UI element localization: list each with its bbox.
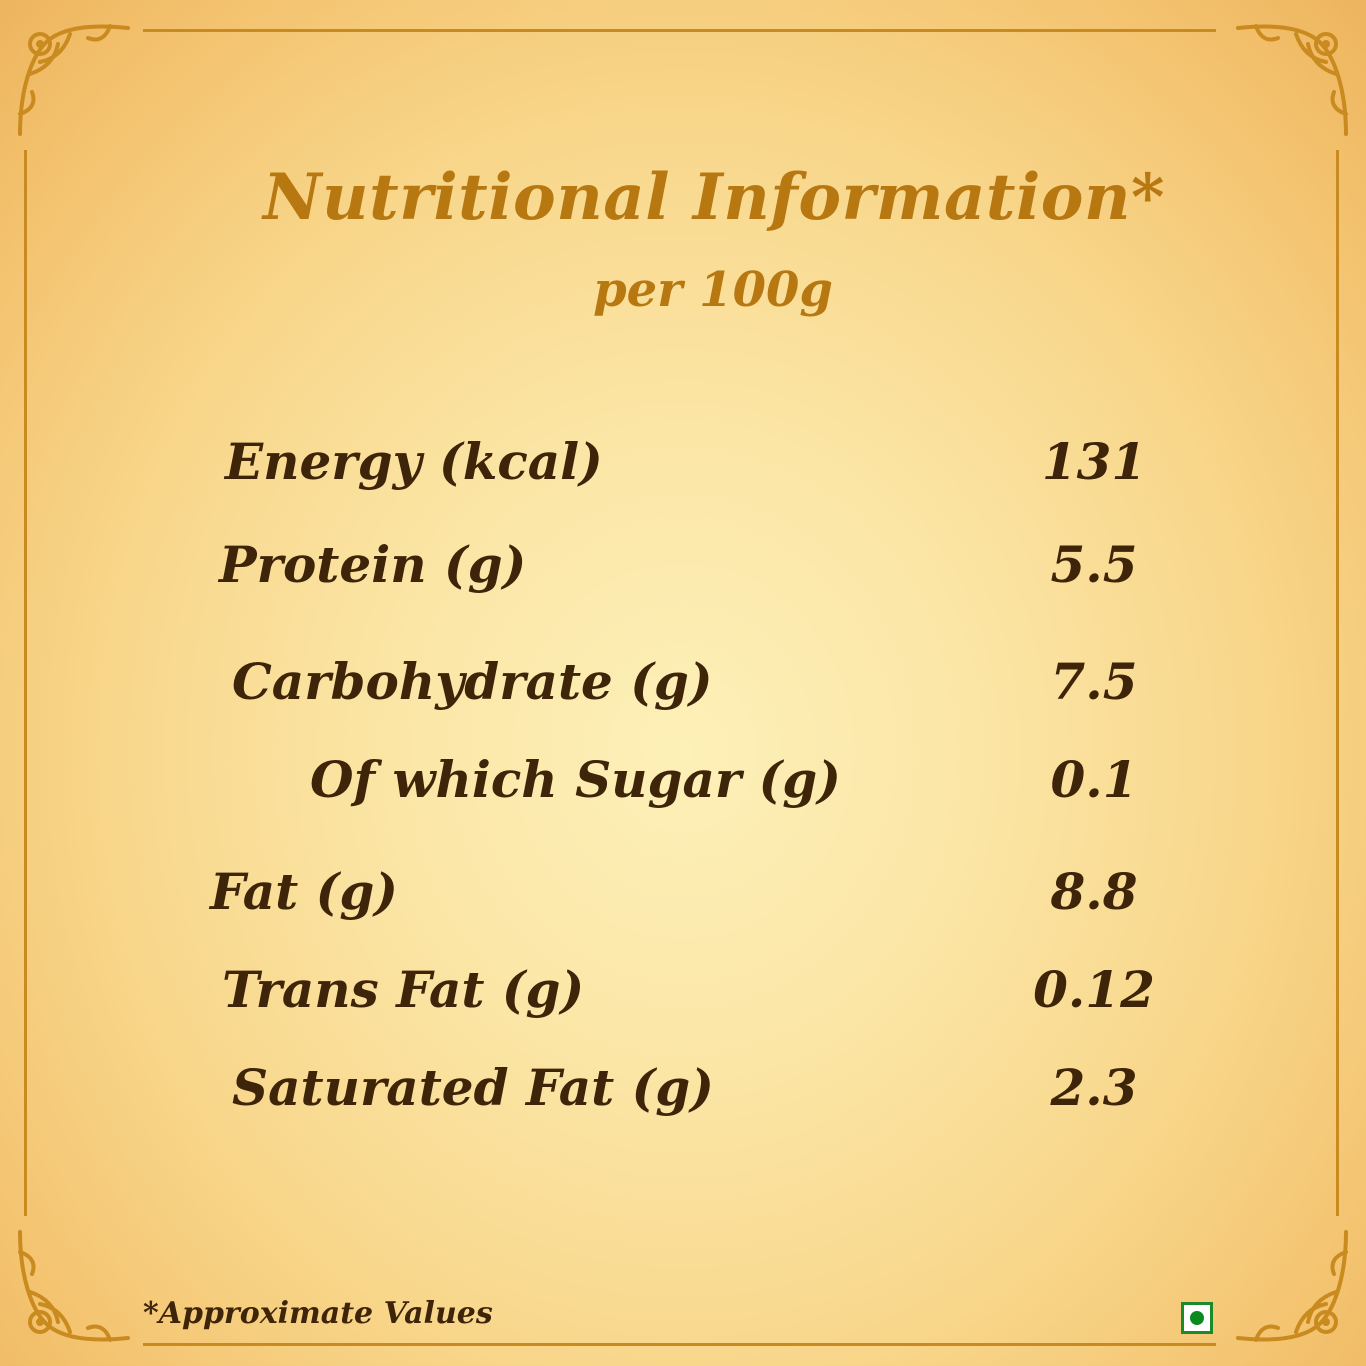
nutrient-row-energy: Energy (kcal) 131 [0,432,1366,502]
ornate-corner-icon [18,24,130,136]
page-subtitle: per 100g [593,262,833,318]
nutrient-value: 7.5 [1050,652,1138,711]
nutrient-value: 0.1 [1050,750,1138,809]
frame-right-line [1336,150,1339,1216]
ornate-corner-icon [1236,24,1348,136]
nutrient-value: 131 [1041,432,1147,491]
frame-top-line [143,29,1216,32]
nutrient-row-fat: Fat (g) 8.8 [0,862,1366,932]
nutrient-row-trans-fat: Trans Fat (g) 0.12 [0,960,1366,1030]
nutrient-label: Energy (kcal) [225,432,603,491]
nutrient-row-saturated-fat: Saturated Fat (g) 2.3 [0,1058,1366,1128]
ornate-corner-icon [18,1230,130,1342]
nutrient-label: Of which Sugar (g) [310,750,841,809]
nutrient-label: Fat (g) [210,862,398,921]
nutrient-label: Carbohydrate (g) [232,652,713,711]
nutrient-value: 5.5 [1050,535,1138,594]
footnote: *Approximate Values [143,1296,493,1331]
nutrient-label: Saturated Fat (g) [232,1058,714,1117]
ornate-corner-icon [1236,1230,1348,1342]
nutrient-value: 0.12 [1033,960,1155,1019]
vegetarian-mark-icon [1181,1302,1213,1334]
nutrient-label: Protein (g) [219,535,527,594]
nutrient-row-carbohydrate: Carbohydrate (g) 7.5 [0,652,1366,722]
nutrient-value: 8.8 [1050,862,1138,921]
veg-dot [1190,1311,1204,1325]
frame-left-line [24,150,27,1216]
nutrient-label: Trans Fat (g) [222,960,585,1019]
nutrient-row-protein: Protein (g) 5.5 [0,535,1366,605]
page-title: Nutritional Information* [263,160,1165,235]
nutrient-value: 2.3 [1050,1058,1138,1117]
frame-bottom-line [143,1343,1216,1346]
nutrient-row-sugar: Of which Sugar (g) 0.1 [0,750,1366,820]
